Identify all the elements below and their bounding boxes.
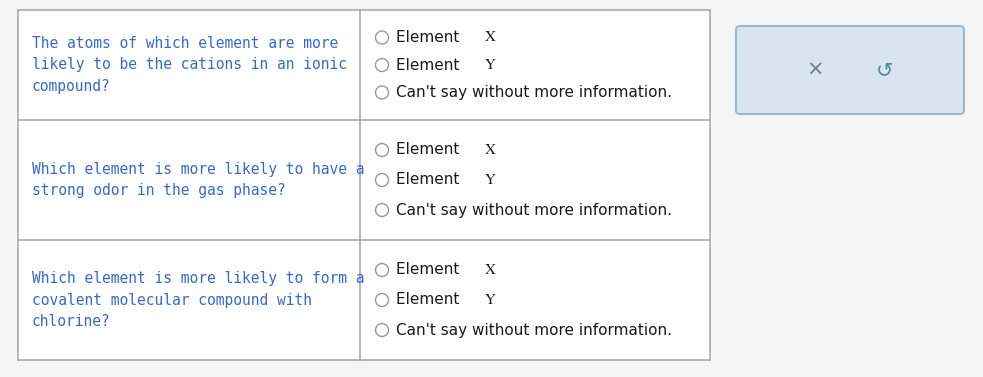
Text: Can't say without more information.: Can't say without more information. xyxy=(396,322,672,337)
Text: Y: Y xyxy=(485,58,495,72)
Text: X: X xyxy=(485,143,495,157)
Text: Y: Y xyxy=(485,173,495,187)
Text: ↺: ↺ xyxy=(876,60,894,80)
Ellipse shape xyxy=(376,173,388,187)
Ellipse shape xyxy=(376,323,388,337)
Text: Can't say without more information.: Can't say without more information. xyxy=(396,202,672,218)
Text: Element: Element xyxy=(396,293,465,308)
FancyBboxPatch shape xyxy=(736,26,964,114)
Text: Can't say without more information.: Can't say without more information. xyxy=(396,85,672,100)
Text: Which element is more likely to form a
covalent molecular compound with
chlorine: Which element is more likely to form a c… xyxy=(32,271,365,329)
Text: X: X xyxy=(485,31,495,44)
Text: Element: Element xyxy=(396,58,465,72)
Text: The atoms of which element are more
likely to be the cations in an ionic
compoun: The atoms of which element are more like… xyxy=(32,36,347,94)
Ellipse shape xyxy=(376,294,388,307)
Ellipse shape xyxy=(376,144,388,156)
Ellipse shape xyxy=(376,204,388,216)
Text: X: X xyxy=(485,263,495,277)
Text: Element: Element xyxy=(396,143,465,158)
Text: Y: Y xyxy=(485,293,495,307)
Text: Element: Element xyxy=(396,30,465,45)
Bar xyxy=(18,10,710,360)
Text: Which element is more likely to have a
strong odor in the gas phase?: Which element is more likely to have a s… xyxy=(32,162,365,198)
Ellipse shape xyxy=(376,31,388,44)
Text: Element: Element xyxy=(396,262,465,277)
Ellipse shape xyxy=(376,86,388,99)
Ellipse shape xyxy=(376,58,388,72)
Ellipse shape xyxy=(376,264,388,276)
Text: Element: Element xyxy=(396,173,465,187)
Text: ×: × xyxy=(806,60,824,80)
